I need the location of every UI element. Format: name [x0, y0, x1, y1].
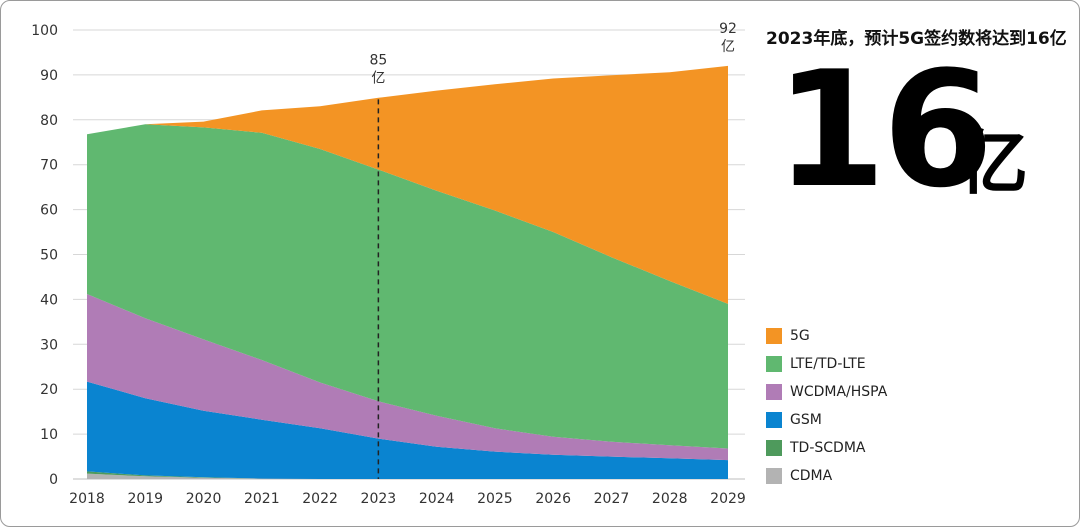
- x-tick-label: 2029: [710, 491, 746, 507]
- x-tick-label: 2019: [127, 491, 163, 507]
- annotation-unit: 亿: [371, 70, 385, 86]
- legend-item: TD-SCDMA: [766, 434, 887, 462]
- legend-item: CDMA: [766, 462, 887, 490]
- legend-swatch: [766, 468, 782, 484]
- x-tick-label: 2028: [652, 491, 688, 507]
- headline-unit: 亿: [958, 122, 1028, 204]
- area-series: [87, 65, 728, 479]
- legend-label: CDMA: [790, 468, 833, 484]
- annotation-value: 85: [369, 52, 387, 68]
- y-tick-label: 40: [40, 292, 58, 308]
- legend-swatch: [766, 440, 782, 456]
- area-5g: [87, 65, 728, 304]
- y-tick-label: 80: [40, 113, 58, 129]
- legend-label: LTE/TD-LTE: [790, 356, 866, 372]
- legend-swatch: [766, 384, 782, 400]
- y-tick-label: 30: [40, 337, 58, 353]
- x-tick-label: 2020: [186, 491, 222, 507]
- legend-swatch: [766, 356, 782, 372]
- y-tick-label: 60: [40, 203, 58, 219]
- legend-label: TD-SCDMA: [790, 440, 866, 456]
- legend-item: 5G: [766, 322, 887, 350]
- y-tick-label: 100: [31, 23, 58, 39]
- area-wcdma-hspa: [87, 294, 728, 461]
- y-tick-label: 50: [40, 248, 58, 264]
- y-tick-label: 10: [40, 427, 58, 443]
- area-gsm: [87, 381, 728, 479]
- x-tick-label: 2023: [361, 491, 397, 507]
- annotations: 85 亿 92 亿: [369, 21, 737, 479]
- legend-item: WCDMA/HSPA: [766, 378, 887, 406]
- x-tick-label: 2026: [535, 491, 571, 507]
- summary-title: 2023年底，预计5G签约数将达到16亿: [766, 29, 1067, 49]
- area-cdma: [87, 473, 728, 479]
- annotation-value: 92: [719, 21, 737, 37]
- x-axis-ticks: 2018 2019 2020 2021 2022 2023 2024 2025 2026 2027…: [69, 491, 746, 507]
- legend-label: WCDMA/HSPA: [790, 384, 888, 400]
- x-tick-label: 2018: [69, 491, 105, 507]
- x-tick-label: 2021: [244, 491, 280, 507]
- annotation-unit: 亿: [721, 39, 735, 55]
- legend-item: LTE/TD-LTE: [766, 350, 887, 378]
- legend-label: 5G: [790, 328, 810, 344]
- y-tick-label: 0: [49, 472, 58, 488]
- legend-swatch: [766, 328, 782, 344]
- y-tick-label: 90: [40, 68, 58, 84]
- y-tick-label: 20: [40, 382, 58, 398]
- chart-legend: 5G LTE/TD-LTE WCDMA/HSPA GSM TD-SCDMA CDMA: [766, 322, 887, 490]
- x-tick-label: 2024: [419, 491, 455, 507]
- area-lte-td-lte: [87, 124, 728, 449]
- y-tick-label: 70: [40, 158, 58, 174]
- legend-swatch: [766, 412, 782, 428]
- headline-number: 16: [775, 36, 994, 223]
- legend-item: GSM: [766, 406, 887, 434]
- x-tick-label: 2025: [477, 491, 513, 507]
- legend-label: GSM: [790, 412, 822, 428]
- y-axis-ticks: 0 10 20 30 40 50 60 70 80 90 100: [31, 23, 58, 488]
- x-tick-label: 2027: [594, 491, 630, 507]
- x-tick-label: 2022: [302, 491, 338, 507]
